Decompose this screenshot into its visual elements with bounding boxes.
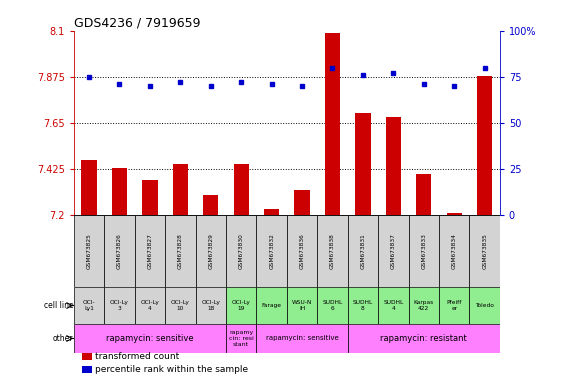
Text: GSM673833: GSM673833 <box>421 233 426 269</box>
Text: WSU-N
IH: WSU-N IH <box>292 300 312 311</box>
Bar <box>195 288 226 324</box>
Bar <box>74 324 226 353</box>
Bar <box>439 288 469 324</box>
Bar <box>469 288 500 324</box>
Text: OCI-Ly
10: OCI-Ly 10 <box>171 300 190 311</box>
Bar <box>294 190 310 215</box>
Text: rapamy
cin: resi
stant: rapamy cin: resi stant <box>229 330 253 347</box>
Bar <box>287 288 318 324</box>
Text: GSM673835: GSM673835 <box>482 233 487 269</box>
Text: OCI-Ly
3: OCI-Ly 3 <box>110 300 129 311</box>
Text: GSM673830: GSM673830 <box>239 233 244 269</box>
Bar <box>143 180 157 215</box>
Bar <box>348 324 500 353</box>
Bar <box>378 288 408 324</box>
Bar <box>112 168 127 215</box>
Bar <box>165 215 195 288</box>
Text: SUDHL
8: SUDHL 8 <box>353 300 373 311</box>
Bar <box>165 288 195 324</box>
Text: GSM673825: GSM673825 <box>86 233 91 269</box>
Bar <box>256 288 287 324</box>
Bar <box>446 213 462 215</box>
Text: GSM673837: GSM673837 <box>391 233 396 269</box>
Bar <box>74 288 105 324</box>
Bar <box>287 215 318 288</box>
Bar <box>318 215 348 288</box>
Text: GSM673826: GSM673826 <box>117 233 122 269</box>
Text: rapamycin: resistant: rapamycin: resistant <box>381 334 467 343</box>
Text: OCI-Ly
19: OCI-Ly 19 <box>232 300 250 311</box>
Bar <box>82 366 92 373</box>
Bar <box>264 209 279 215</box>
Text: Toledo: Toledo <box>475 303 494 308</box>
Bar <box>318 288 348 324</box>
Bar <box>135 288 165 324</box>
Text: GSM673828: GSM673828 <box>178 233 183 269</box>
Text: rapamycin: sensitive: rapamycin: sensitive <box>106 334 194 343</box>
Bar <box>105 288 135 324</box>
Text: GSM673838: GSM673838 <box>330 233 335 269</box>
Bar <box>173 164 188 215</box>
Text: Pfeiff
er: Pfeiff er <box>446 300 462 311</box>
Bar <box>82 353 92 360</box>
Bar <box>105 215 135 288</box>
Bar <box>226 215 256 288</box>
Bar <box>81 160 97 215</box>
Text: GSM673827: GSM673827 <box>148 233 152 269</box>
Bar <box>348 288 378 324</box>
Bar <box>439 215 469 288</box>
Text: GSM673831: GSM673831 <box>361 233 365 269</box>
Text: GDS4236 / 7919659: GDS4236 / 7919659 <box>74 17 201 30</box>
Text: OCI-Ly
18: OCI-Ly 18 <box>201 300 220 311</box>
Bar <box>135 215 165 288</box>
Text: Farage: Farage <box>262 303 282 308</box>
Text: Karpas
422: Karpas 422 <box>414 300 434 311</box>
Bar <box>226 288 256 324</box>
Text: SUDHL
6: SUDHL 6 <box>323 300 343 311</box>
Bar <box>356 113 370 215</box>
Bar <box>203 195 218 215</box>
Bar <box>348 215 378 288</box>
Text: OCI-Ly
4: OCI-Ly 4 <box>140 300 160 311</box>
Bar <box>256 215 287 288</box>
Bar <box>408 288 439 324</box>
Text: SUDHL
4: SUDHL 4 <box>383 300 403 311</box>
Text: GSM673829: GSM673829 <box>208 233 213 269</box>
Bar <box>233 164 249 215</box>
Text: other: other <box>53 334 73 343</box>
Bar <box>416 174 431 215</box>
Bar <box>378 215 408 288</box>
Bar <box>256 324 348 353</box>
Bar <box>74 215 105 288</box>
Text: percentile rank within the sample: percentile rank within the sample <box>95 365 248 374</box>
Bar <box>195 215 226 288</box>
Text: rapamycin: sensitive: rapamycin: sensitive <box>266 336 339 341</box>
Text: transformed count: transformed count <box>95 352 179 361</box>
Bar <box>325 33 340 215</box>
Text: GSM673832: GSM673832 <box>269 233 274 269</box>
Text: cell line: cell line <box>44 301 73 310</box>
Text: GSM673834: GSM673834 <box>452 233 457 269</box>
Bar <box>226 324 256 353</box>
Bar <box>386 117 401 215</box>
Bar <box>469 215 500 288</box>
Bar <box>477 76 492 215</box>
Bar <box>408 215 439 288</box>
Text: OCI-
Ly1: OCI- Ly1 <box>83 300 95 311</box>
Text: GSM673836: GSM673836 <box>299 233 304 269</box>
